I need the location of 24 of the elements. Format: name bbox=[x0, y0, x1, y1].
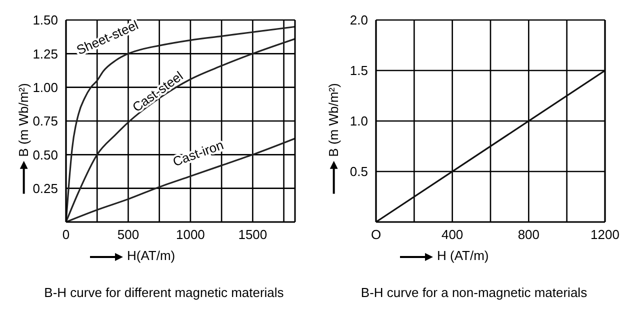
x-tick-label: 0 bbox=[62, 227, 70, 242]
x-tick-label: 1200 bbox=[590, 227, 620, 242]
x-axis-title: H (AT/m) bbox=[437, 248, 489, 263]
y-tick-label: 1.00 bbox=[32, 80, 58, 95]
x-tick-label: O bbox=[370, 227, 382, 242]
x-tick-label: 1500 bbox=[238, 227, 268, 242]
x-tick-label: 400 bbox=[441, 227, 464, 242]
x-tick-label: 500 bbox=[117, 227, 140, 242]
x-tick-label: 800 bbox=[518, 227, 540, 242]
y-tick-label: 1.0 bbox=[350, 114, 368, 129]
x-tick-label: 1000 bbox=[176, 227, 205, 242]
y-axis-title: B (m Wb/m²) bbox=[16, 82, 30, 156]
text: B-H curve for different magnetic materials bbox=[43, 285, 285, 300]
y-tick-label: 1.25 bbox=[32, 46, 58, 62]
y-tick-label: 2.0 bbox=[350, 12, 368, 28]
y-axis-title: B (m Wb/m²) bbox=[326, 82, 340, 156]
y-tick-label: 0.75 bbox=[32, 114, 58, 129]
y-tick-label: 1.5 bbox=[350, 63, 368, 78]
text: B-H curve for a non-magnetic materials bbox=[360, 285, 588, 300]
y-tick-label: 1.50 bbox=[32, 12, 58, 28]
x-axis-title: H(AT/m) bbox=[127, 248, 176, 263]
y-tick-label: 0.50 bbox=[32, 147, 58, 162]
y-tick-label: 0.5 bbox=[350, 164, 368, 180]
y-tick-label: 0.25 bbox=[32, 180, 58, 196]
